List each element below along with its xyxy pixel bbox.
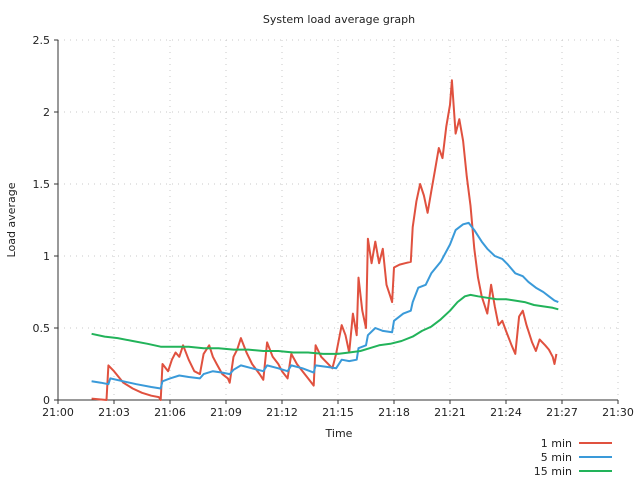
x-tick-label: 21:06	[154, 406, 186, 419]
y-axis-label: Load average	[5, 182, 18, 257]
x-tick-label: 21:09	[210, 406, 242, 419]
y-tick-label: 0	[43, 394, 50, 407]
x-axis-label: Time	[325, 427, 353, 440]
x-tick-label: 21:27	[546, 406, 578, 419]
y-tick-label: 1	[43, 250, 50, 263]
series-line-1-min	[91, 79, 558, 401]
series-lines	[91, 79, 559, 401]
x-tick-label: 21:15	[322, 406, 354, 419]
axes: 21:00 21:03 21:06 21:09 21:12 21:15 21:18 21:21…	[33, 34, 634, 419]
series-line-5-min	[91, 221, 559, 390]
legend-label-5-min: 5 min	[541, 451, 572, 464]
y-tick-label: 2.5	[33, 34, 51, 47]
x-tick-label: 21:12	[266, 406, 298, 419]
x-tick-label: 21:00	[42, 406, 74, 419]
x-tick-label: 21:18	[378, 406, 410, 419]
y-tick-label: 2	[43, 106, 50, 119]
x-tick-label: 21:03	[98, 406, 130, 419]
chart-title: System load average graph	[263, 13, 415, 26]
y-tick-label: 1.5	[33, 178, 51, 191]
legend-label-15-min: 15 min	[534, 465, 572, 478]
legend-label-1-min: 1 min	[541, 437, 572, 450]
series-line-15-min	[91, 293, 559, 355]
x-tick-label: 21:24	[490, 406, 522, 419]
x-tick-label: 21:30	[602, 406, 634, 419]
y-tick-label: 0.5	[33, 322, 51, 335]
x-tick-label: 21:21	[434, 406, 466, 419]
